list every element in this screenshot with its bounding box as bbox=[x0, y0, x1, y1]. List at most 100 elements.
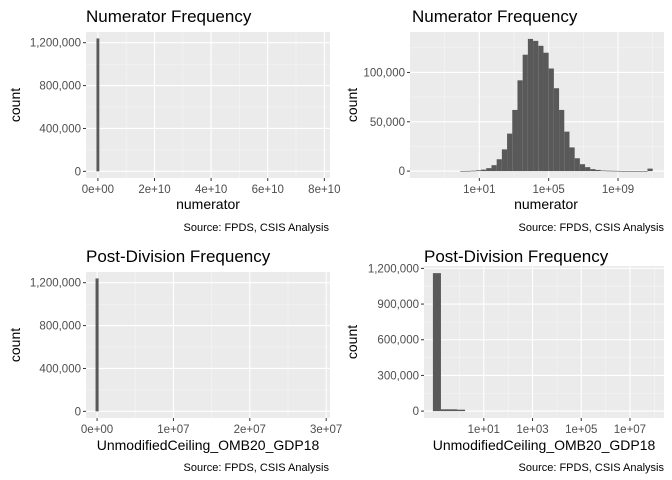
histogram-bar bbox=[621, 170, 627, 172]
y-tick-label: 1,200,000 bbox=[30, 278, 81, 290]
x-tick-label: 1e+01 bbox=[463, 184, 495, 196]
panel-1-x-axis-title: numerator bbox=[176, 196, 240, 212]
histogram-bar bbox=[501, 149, 508, 172]
histogram-bar bbox=[548, 68, 554, 172]
histogram-bar bbox=[543, 52, 549, 172]
histogram-bar bbox=[616, 170, 622, 172]
panel-2-x-axis-title: numerator bbox=[514, 196, 578, 212]
x-tick-label: 2e+10 bbox=[138, 184, 170, 196]
panel-3-x-axis-title: UnmodifiedCeiling_OMB20_GDP18 bbox=[97, 437, 320, 453]
histogram-bar bbox=[527, 38, 534, 172]
x-tick-label: 1e+07 bbox=[157, 424, 189, 436]
histogram-bar bbox=[647, 168, 653, 172]
panel-3-minor-grid bbox=[86, 272, 330, 418]
x-tick-label: 1e+07 bbox=[614, 424, 646, 436]
y-tick-label: 800,000 bbox=[39, 81, 81, 93]
panel-2-histogram bbox=[460, 38, 653, 172]
histogram-bar bbox=[491, 165, 497, 172]
histogram-bar bbox=[585, 167, 591, 172]
panel-2-y-axis-title: count bbox=[344, 88, 360, 122]
y-tick-label: 0 bbox=[75, 406, 81, 418]
histogram-bar bbox=[569, 147, 575, 172]
x-tick-label: 0e+00 bbox=[81, 424, 113, 436]
histogram-bar bbox=[564, 131, 570, 172]
panel-2-x-axis: 1e+01 1e+05 1e+09 bbox=[463, 178, 634, 196]
panel-1-minor-grid bbox=[86, 32, 330, 178]
histogram-bar bbox=[448, 409, 458, 412]
panel-1-y-axis: 0 400,000 800,000 1,200,000 bbox=[30, 38, 86, 178]
histogram-bar bbox=[590, 169, 596, 172]
panel-4-y-axis: 0 300,000 600,000 900,000 1,200,000 bbox=[368, 263, 424, 418]
panel-3-plot-area bbox=[86, 272, 330, 418]
x-tick-label: 1e+03 bbox=[516, 424, 548, 436]
histogram-bar bbox=[595, 169, 601, 172]
histogram-bar bbox=[605, 170, 612, 172]
panel-2-caption: Source: FPDS, CSIS Analysis bbox=[519, 222, 665, 234]
panel-3-y-axis: 0 400,000 800,000 1,200,000 bbox=[30, 278, 86, 418]
panel-2: 1e+01 1e+05 1e+09 0 50,000 100,000 Numerator… bbox=[344, 7, 664, 234]
panel-1-caption: Source: FPDS, CSIS Analysis bbox=[184, 222, 330, 234]
panel-1-plot-area bbox=[86, 32, 330, 178]
histogram-bar bbox=[600, 170, 606, 172]
y-tick-label: 100,000 bbox=[363, 67, 405, 79]
histogram-bar bbox=[533, 40, 539, 172]
histogram-bar bbox=[642, 170, 648, 172]
histogram-bar bbox=[579, 164, 586, 172]
histogram-bar bbox=[559, 109, 565, 172]
panel-2-title: Numerator Frequency bbox=[412, 7, 578, 26]
x-tick-label: 0e+00 bbox=[82, 184, 114, 196]
y-tick-label: 0 bbox=[75, 166, 81, 178]
panel-1-y-axis-title: count bbox=[7, 88, 23, 122]
panel-4-x-axis: 1e+01 1e+03 1e+05 1e+07 bbox=[468, 418, 646, 436]
panel-3-major-grid bbox=[86, 272, 330, 418]
histogram-bar bbox=[432, 273, 441, 412]
panel-1-title: Numerator Frequency bbox=[86, 7, 252, 26]
y-tick-label: 800,000 bbox=[39, 321, 81, 333]
y-tick-label: 50,000 bbox=[370, 117, 405, 129]
panel-4-title: Post-Division Frequency bbox=[424, 247, 609, 266]
y-tick-label: 900,000 bbox=[377, 299, 419, 311]
panel-4-histogram bbox=[432, 273, 466, 412]
panel-4-y-axis-title: count bbox=[344, 325, 360, 359]
x-tick-label: 3e+07 bbox=[310, 424, 342, 436]
histogram-bar bbox=[631, 170, 638, 172]
histogram-bar bbox=[626, 170, 632, 172]
panel-1-x-axis: 0e+00 2e+10 4e+10 6e+10 8e+10 bbox=[82, 178, 340, 196]
y-tick-label: 600,000 bbox=[377, 335, 419, 347]
histogram-bar bbox=[574, 158, 580, 172]
panel-4-major-grid bbox=[424, 266, 664, 418]
x-tick-label: 2e+07 bbox=[234, 424, 266, 436]
x-tick-label: 8e+10 bbox=[308, 184, 340, 196]
histogram-bar bbox=[96, 38, 100, 172]
y-tick-label: 400,000 bbox=[39, 363, 81, 375]
histogram-bar bbox=[637, 170, 643, 172]
x-tick-label: 6e+10 bbox=[252, 184, 284, 196]
y-tick-label: 0 bbox=[413, 406, 419, 418]
histogram-bar bbox=[486, 168, 492, 172]
y-tick-label: 0 bbox=[399, 166, 405, 178]
histogram-bar bbox=[95, 278, 99, 412]
histogram-bar bbox=[496, 159, 502, 172]
panel-3-caption: Source: FPDS, CSIS Analysis bbox=[184, 462, 330, 474]
histogram-bar bbox=[460, 170, 466, 172]
histogram-bar bbox=[457, 409, 466, 412]
panel-4-minor-grid bbox=[424, 266, 664, 418]
y-tick-label: 1,200,000 bbox=[368, 263, 419, 275]
panel-3-x-axis: 0e+00 1e+07 2e+07 3e+07 bbox=[81, 418, 342, 436]
histogram-bar bbox=[470, 170, 476, 172]
histogram-bar bbox=[440, 409, 449, 412]
y-tick-label: 400,000 bbox=[39, 123, 81, 135]
histogram-bar bbox=[522, 54, 528, 172]
histogram-bar bbox=[507, 133, 513, 172]
histogram-bar bbox=[475, 170, 482, 172]
histogram-bar bbox=[517, 80, 523, 172]
histogram-bar bbox=[465, 170, 471, 172]
panel-1-major-grid bbox=[86, 32, 330, 178]
y-tick-label: 300,000 bbox=[377, 370, 419, 382]
panel-4-x-axis-title: UnmodifiedCeiling_OMB20_GDP18 bbox=[433, 437, 656, 453]
x-tick-label: 1e+09 bbox=[602, 184, 634, 196]
panel-1-histogram bbox=[96, 38, 100, 172]
histogram-bar bbox=[553, 88, 560, 172]
panel-4-plot-area bbox=[424, 266, 664, 418]
panel-3-histogram bbox=[95, 278, 99, 412]
